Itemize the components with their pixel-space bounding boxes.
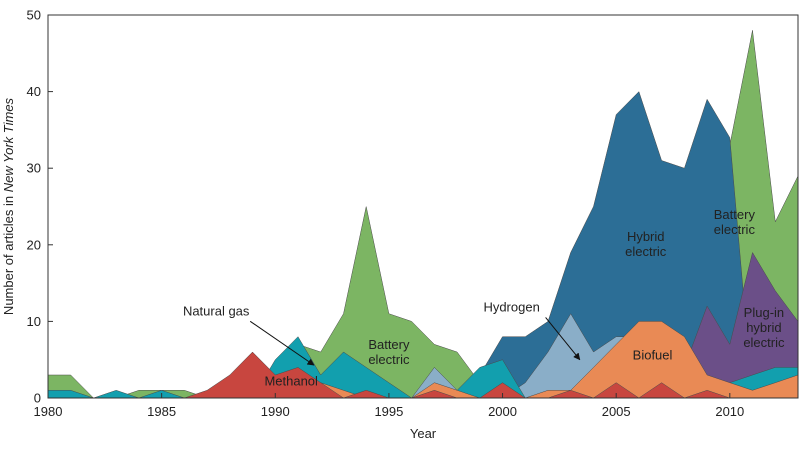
annotation-battery-2011-line: electric [714,222,756,237]
y-tick-label-10: 10 [27,314,41,329]
y-tick-label-20: 20 [27,237,41,252]
annotation-battery-1994-line: electric [368,352,410,367]
annotation-methanol-line: Methanol [264,374,318,389]
y-axis-title-italic: New York Times [1,97,16,192]
x-tick-label-1980: 1980 [34,404,63,419]
x-axis-title: Year [410,426,437,441]
annotation-natural-gas-line: Natural gas [183,303,250,318]
annotation-hydrogen-arrow [545,317,581,361]
x-tick-label-1985: 1985 [147,404,176,419]
plot-frame [47,14,799,399]
annotation-plugin-line: electric [743,335,785,350]
y-axis-title-prefix: Number of articles in [1,192,16,315]
annotation-battery-2011: Battery electric [714,207,756,237]
annotation-methanol: Methanol [264,374,318,389]
axes-group: 0 10 20 30 40 50 1980 1985 1990 1995 2000 2005 2010 [27,8,799,419]
y-tick-label-0: 0 [34,391,41,406]
annotation-battery-1994-line: Battery [368,337,410,352]
x-tick-label-2010: 2010 [715,404,744,419]
annotation-plugin-line: Plug-in [744,305,784,320]
annotation-natural-gas-arrow [249,320,315,366]
annotation-hydrogen: Hydrogen [483,299,539,314]
annotation-plugin: Plug-in hybrid electric [743,305,785,350]
y-axis-title: Number of articles in New York Times [1,97,16,315]
annotation-battery-2011-line: Battery [714,207,756,222]
annotation-hybrid-line: Hybrid [627,229,665,244]
y-tick-label-50: 50 [27,8,41,23]
y-tick-label-30: 30 [27,161,41,176]
x-tick-label-1995: 1995 [374,404,403,419]
annotation-hydrogen-line: Hydrogen [483,299,539,314]
annotation-biofuel-line: Biofuel [633,348,673,363]
y-tick-label-40: 40 [27,84,41,99]
x-tick-label-2000: 2000 [488,404,517,419]
annotation-hybrid-line: electric [625,244,667,259]
annotation-natural-gas: Natural gas [183,303,250,318]
annotation-plugin-line: hybrid [746,320,781,335]
annotation-hybrid: Hybrid electric [625,229,667,259]
annotation-battery-1994: Battery electric [368,337,410,367]
area-series-group [47,30,799,399]
annotation-biofuel: Biofuel [633,348,673,363]
x-tick-label-1990: 1990 [261,404,290,419]
x-tick-label-2005: 2005 [602,404,631,419]
